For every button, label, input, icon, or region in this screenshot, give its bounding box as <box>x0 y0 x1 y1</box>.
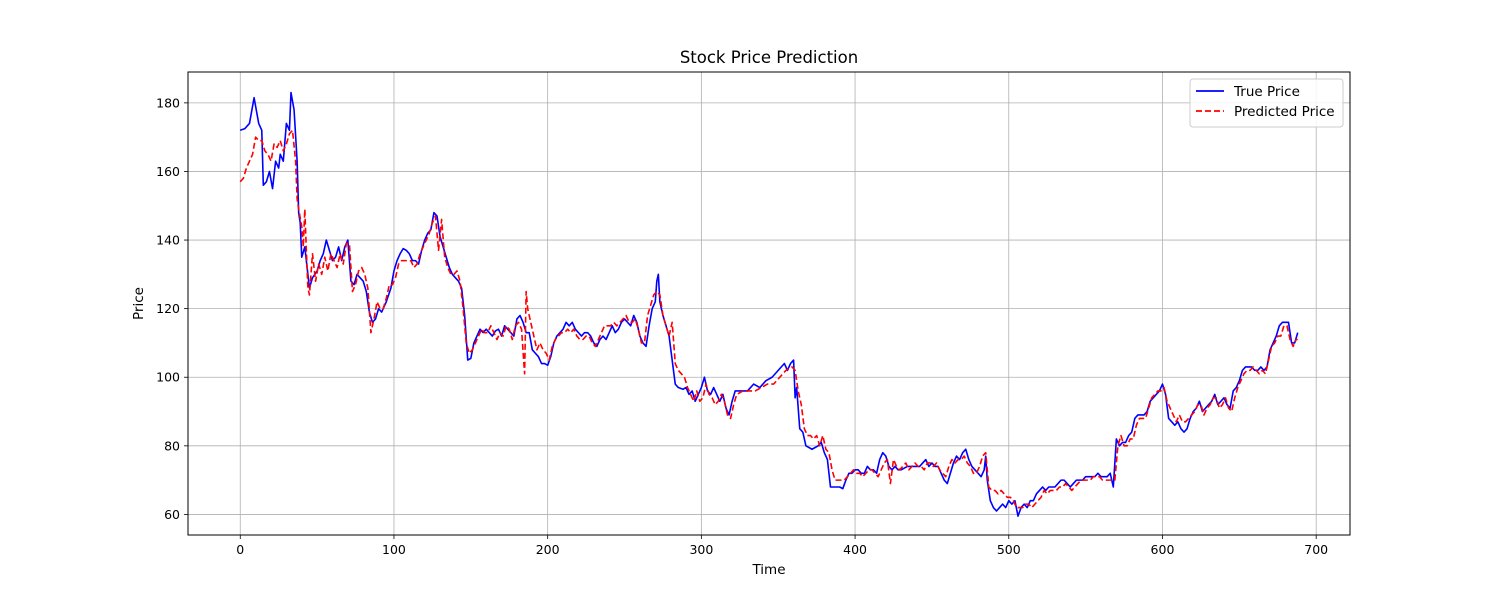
series-lines <box>239 91 1299 517</box>
axes-frame <box>187 71 1351 536</box>
x-tick-label: 600 <box>1151 542 1175 557</box>
chart-title: Stock Price Prediction <box>680 48 858 67</box>
y-tick-label: 180 <box>156 95 180 110</box>
x-tick-label: 400 <box>843 542 867 557</box>
x-tick-label: 200 <box>536 542 560 557</box>
legend-true-price-label: True Price <box>1233 84 1300 100</box>
x-tick-label: 300 <box>689 542 713 557</box>
y-tick-label: 120 <box>156 301 180 316</box>
y-tick-label: 140 <box>156 233 180 248</box>
y-tick-label: 80 <box>164 438 180 453</box>
y-tick-label: 100 <box>156 370 180 385</box>
x-tick-label: 100 <box>382 542 406 557</box>
y-tick-label: 160 <box>156 164 180 179</box>
y-tick-label: 60 <box>164 507 180 522</box>
x-tick-label: 500 <box>997 542 1021 557</box>
legend-box <box>1189 78 1344 128</box>
legend: True Price Predicted Price <box>1189 78 1344 128</box>
legend-predicted-price-label: Predicted Price <box>1234 104 1335 120</box>
axis-ticks: 0 100 200 300 400 500 600 700 60 80 100 120 140 160 18… <box>156 95 1328 557</box>
x-tick-label: 700 <box>1304 542 1328 557</box>
x-axis-label: Time <box>751 562 785 578</box>
predicted-price-line <box>239 129 1298 509</box>
x-tick-label: 0 <box>236 542 244 557</box>
gridlines <box>188 72 1350 535</box>
y-axis-label: Price <box>131 287 147 320</box>
